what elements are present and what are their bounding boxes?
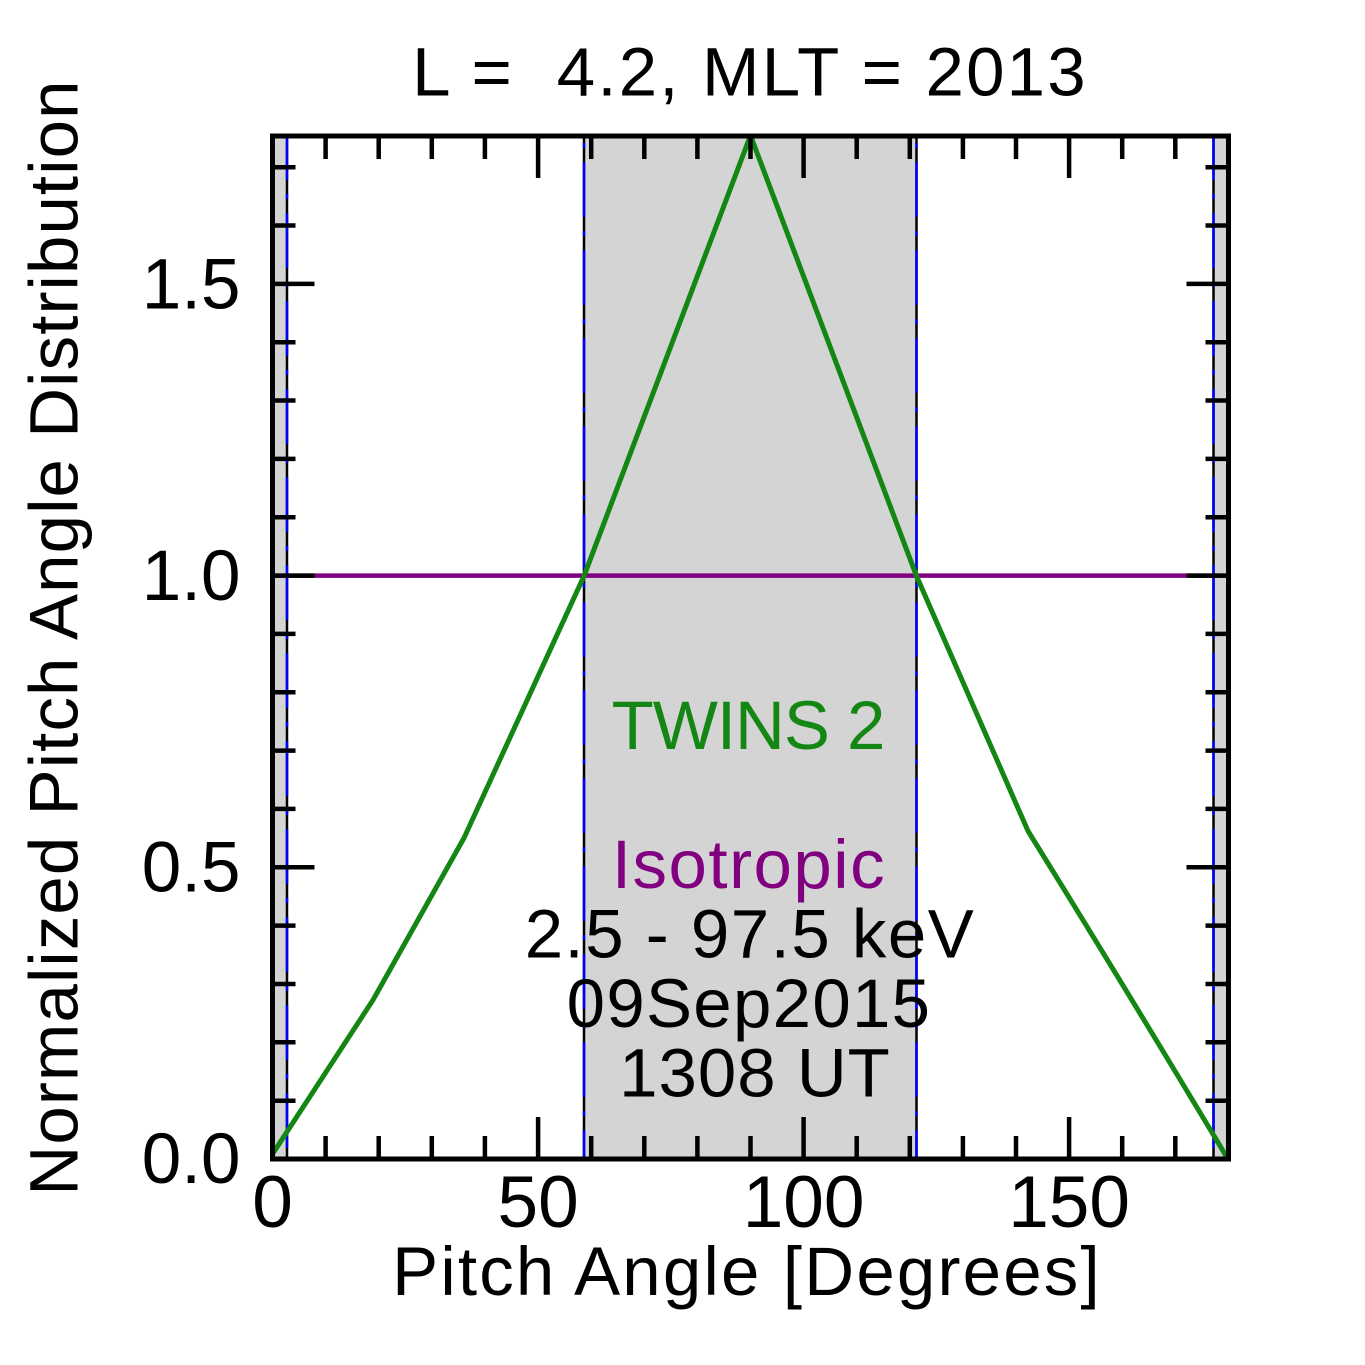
- svg-text:1.5: 1.5: [142, 245, 241, 324]
- svg-text:Isotropic: Isotropic: [612, 826, 886, 903]
- svg-text:150: 150: [1008, 1162, 1130, 1243]
- svg-text:0: 0: [252, 1162, 293, 1243]
- svg-text:50: 50: [497, 1162, 578, 1243]
- svg-text:0.5: 0.5: [142, 829, 241, 908]
- svg-text:1.0: 1.0: [142, 537, 241, 616]
- svg-text:Normalized Pitch Angle Distrib: Normalized Pitch Angle Distribution: [16, 79, 93, 1195]
- svg-text:1308 UT: 1308 UT: [619, 1034, 891, 1111]
- svg-text:Pitch Angle [Degrees]: Pitch Angle [Degrees]: [392, 1233, 1102, 1310]
- svg-text:0.0: 0.0: [142, 1120, 241, 1199]
- svg-text:TWINS 2: TWINS 2: [612, 687, 885, 764]
- svg-text:100: 100: [743, 1162, 865, 1243]
- svg-text:09Sep2015: 09Sep2015: [567, 965, 932, 1042]
- svg-text:L = 4.2, MLT = 2013: L = 4.2, MLT = 2013: [412, 34, 1088, 111]
- svg-text:2.5 - 97.5 keV: 2.5 - 97.5 keV: [525, 896, 976, 973]
